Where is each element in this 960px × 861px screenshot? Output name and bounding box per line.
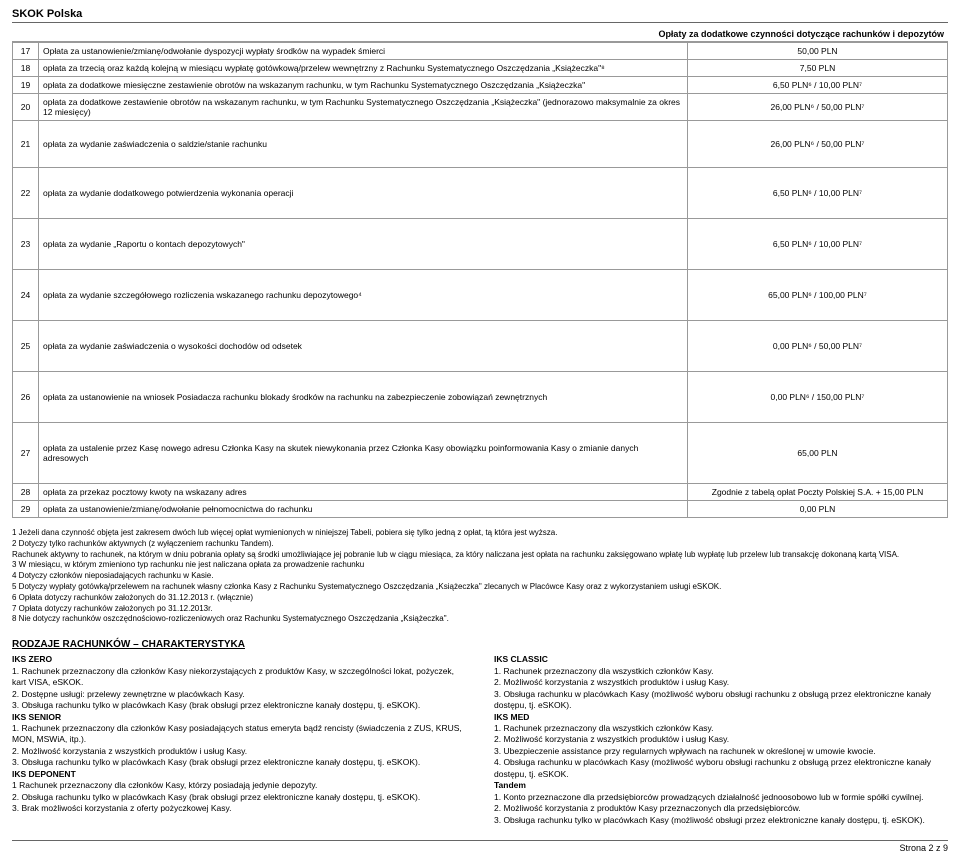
- row-value: 26,00 PLN⁶ / 50,00 PLN⁷: [688, 121, 948, 168]
- char-subheading: IKS ZERO: [12, 654, 466, 665]
- char-line: 3. Obsługa rachunku tylko w placówkach K…: [12, 700, 466, 711]
- table-row: 20opłata za dodatkowe zestawienie obrotó…: [13, 94, 948, 121]
- table-row: 17Opłata za ustanowienie/zmianę/odwołani…: [13, 43, 948, 60]
- char-line: 3. Obsługa rachunku tylko w placówkach K…: [494, 815, 948, 826]
- row-desc: opłata za wydanie zaświadczenia o wysoko…: [39, 321, 688, 372]
- row-desc: opłata za wydanie dodatkowego potwierdze…: [39, 168, 688, 219]
- char-line: 3. Obsługa rachunku w placówkach Kasy (m…: [494, 689, 948, 712]
- char-line: 1. Rachunek przeznaczony dla wszystkich …: [494, 666, 948, 677]
- row-value: 6,50 PLN⁶ / 10,00 PLN⁷: [688, 219, 948, 270]
- row-value: 0,00 PLN⁶ / 150,00 PLN⁷: [688, 372, 948, 423]
- row-num: 27: [13, 423, 39, 484]
- char-line: 1. Konto przeznaczone dla przedsiębiorcó…: [494, 792, 948, 803]
- row-num: 26: [13, 372, 39, 423]
- table-row: 21opłata za wydanie zaświadczenia o sald…: [13, 121, 948, 168]
- table-row: 24opłata za wydanie szczegółowego rozlic…: [13, 270, 948, 321]
- characteristics-title: RODZAJE RACHUNKÓW – CHARAKTERYSTYKA: [12, 639, 948, 650]
- char-line: 2. Dostępne usługi: przelewy zewnętrzne …: [12, 689, 466, 700]
- row-value: 65,00 PLN⁶ / 100,00 PLN⁷: [688, 270, 948, 321]
- fees-section-title: Opłaty za dodatkowe czynności dotyczące …: [12, 27, 948, 42]
- char-line: 2. Możliwość korzystania z produktów Kas…: [494, 803, 948, 814]
- row-num: 25: [13, 321, 39, 372]
- char-line: 2. Obsługa rachunku tylko w placówkach K…: [12, 792, 466, 803]
- row-value: 6,50 PLN⁶ / 10,00 PLN⁷: [688, 168, 948, 219]
- footnote-line: 3 W miesiącu, w którym zmieniono typ rac…: [12, 560, 948, 571]
- row-desc: opłata za wydanie „Raportu o kontach dep…: [39, 219, 688, 270]
- row-value: 26,00 PLN⁶ / 50,00 PLN⁷: [688, 94, 948, 121]
- row-num: 22: [13, 168, 39, 219]
- footnote-line: 8 Nie dotyczy rachunków oszczędnościowo-…: [12, 614, 948, 625]
- char-subheading: IKS CLASSIC: [494, 654, 948, 665]
- footnote-line: Rachunek aktywny to rachunek, na którym …: [12, 550, 948, 561]
- table-row: 22opłata za wydanie dodatkowego potwierd…: [13, 168, 948, 219]
- table-row: 27opłata za ustalenie przez Kasę nowego …: [13, 423, 948, 484]
- row-num: 19: [13, 77, 39, 94]
- brand-title: SKOK Polska: [12, 8, 948, 23]
- row-value: Zgodnie z tabelą opłat Poczty Polskiej S…: [688, 484, 948, 501]
- fees-table: 17Opłata za ustanowienie/zmianę/odwołani…: [12, 42, 948, 518]
- char-line: 1 Rachunek przeznaczony dla członków Kas…: [12, 780, 466, 791]
- table-row: 19opłata za dodatkowe miesięczne zestawi…: [13, 77, 948, 94]
- char-line: 1. Rachunek przeznaczony dla członków Ka…: [12, 723, 466, 746]
- row-value: 65,00 PLN: [688, 423, 948, 484]
- row-desc: opłata za wydanie zaświadczenia o saldzi…: [39, 121, 688, 168]
- table-row: 18opłata za trzecią oraz każdą kolejną w…: [13, 60, 948, 77]
- char-line: 2. Możliwość korzystania z wszystkich pr…: [494, 734, 948, 745]
- characteristics-columns: IKS ZERO1. Rachunek przeznaczony dla czł…: [12, 654, 948, 826]
- char-line: 3. Obsługa rachunku tylko w placówkach K…: [12, 757, 466, 768]
- char-subheading: Tandem: [494, 780, 948, 791]
- row-value: 6,50 PLN⁶ / 10,00 PLN⁷: [688, 77, 948, 94]
- footnote-line: 5 Dotyczy wypłaty gotówką/przelewem na r…: [12, 582, 948, 593]
- row-desc: opłata za trzecią oraz każdą kolejną w m…: [39, 60, 688, 77]
- row-value: 50,00 PLN: [688, 43, 948, 60]
- char-line: 3. Ubezpieczenie assistance przy regular…: [494, 746, 948, 757]
- row-desc: opłata za dodatkowe zestawienie obrotów …: [39, 94, 688, 121]
- page-footer: Strona 2 z 9: [12, 840, 948, 853]
- char-col-left: IKS ZERO1. Rachunek przeznaczony dla czł…: [12, 654, 466, 826]
- table-row: 28opłata za przekaz pocztowy kwoty na ws…: [13, 484, 948, 501]
- row-num: 17: [13, 43, 39, 60]
- footnotes: 1 Jeżeli dana czynność objęta jest zakre…: [12, 528, 948, 625]
- row-desc: opłata za ustanowienie/zmianę/odwołanie …: [39, 501, 688, 518]
- row-desc: opłata za przekaz pocztowy kwoty na wska…: [39, 484, 688, 501]
- char-subheading: IKS MED: [494, 712, 948, 723]
- char-line: 2. Możliwość korzystania z wszystkich pr…: [12, 746, 466, 757]
- row-num: 29: [13, 501, 39, 518]
- char-line: 2. Możliwość korzystania z wszystkich pr…: [494, 677, 948, 688]
- row-value: 0,00 PLN: [688, 501, 948, 518]
- footnote-line: 1 Jeżeli dana czynność objęta jest zakre…: [12, 528, 948, 539]
- row-desc: opłata za ustalenie przez Kasę nowego ad…: [39, 423, 688, 484]
- row-value: 7,50 PLN: [688, 60, 948, 77]
- row-desc: opłata za dodatkowe miesięczne zestawien…: [39, 77, 688, 94]
- table-row: 25opłata za wydanie zaświadczenia o wyso…: [13, 321, 948, 372]
- char-subheading: IKS SENIOR: [12, 712, 466, 723]
- row-num: 21: [13, 121, 39, 168]
- row-num: 24: [13, 270, 39, 321]
- table-row: 26opłata za ustanowienie na wniosek Posi…: [13, 372, 948, 423]
- char-col-right: IKS CLASSIC1. Rachunek przeznaczony dla …: [494, 654, 948, 826]
- row-value: 0,00 PLN⁶ / 50,00 PLN⁷: [688, 321, 948, 372]
- table-row: 23opłata za wydanie „Raportu o kontach d…: [13, 219, 948, 270]
- row-desc: Opłata za ustanowienie/zmianę/odwołanie …: [39, 43, 688, 60]
- char-line: 1. Rachunek przeznaczony dla członków Ka…: [12, 666, 466, 689]
- footnote-line: 7 Opłata dotyczy rachunków założonych po…: [12, 604, 948, 615]
- row-num: 18: [13, 60, 39, 77]
- footnote-line: 4 Dotyczy członków nieposiadających rach…: [12, 571, 948, 582]
- char-line: 1. Rachunek przeznaczony dla wszystkich …: [494, 723, 948, 734]
- footnote-line: 2 Dotyczy tylko rachunków aktywnych (z w…: [12, 539, 948, 550]
- char-line: 3. Brak możliwości korzystania z oferty …: [12, 803, 466, 814]
- footnote-line: 6 Opłata dotyczy rachunków założonych do…: [12, 593, 948, 604]
- char-subheading: IKS DEPONENT: [12, 769, 466, 780]
- row-num: 20: [13, 94, 39, 121]
- row-num: 28: [13, 484, 39, 501]
- row-desc: opłata za wydanie szczegółowego rozlicze…: [39, 270, 688, 321]
- row-desc: opłata za ustanowienie na wniosek Posiad…: [39, 372, 688, 423]
- row-num: 23: [13, 219, 39, 270]
- table-row: 29opłata za ustanowienie/zmianę/odwołani…: [13, 501, 948, 518]
- char-line: 4. Obsługa rachunku w placówkach Kasy (m…: [494, 757, 948, 780]
